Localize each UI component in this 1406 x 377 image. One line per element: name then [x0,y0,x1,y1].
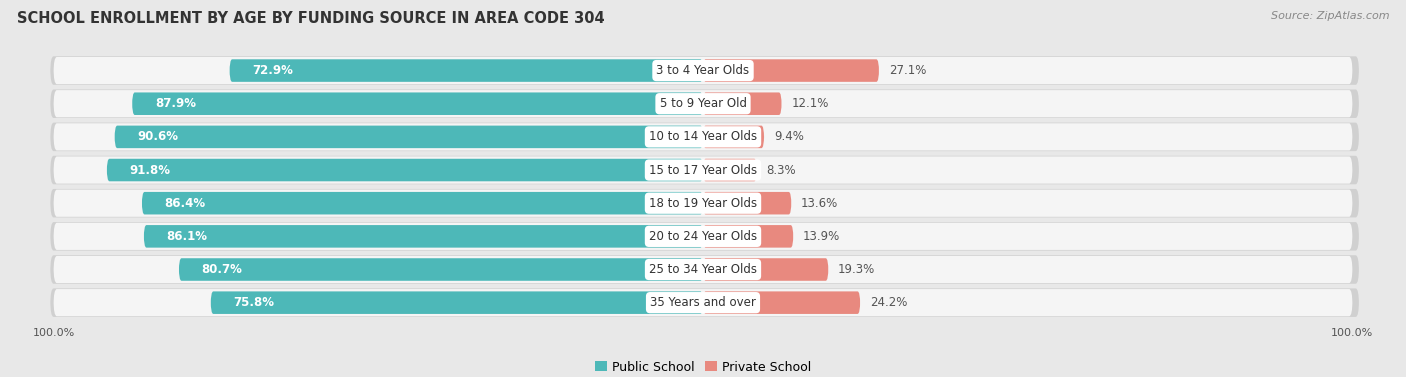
FancyBboxPatch shape [107,159,703,181]
FancyBboxPatch shape [53,256,1353,283]
FancyBboxPatch shape [51,56,1360,85]
Text: 35 Years and over: 35 Years and over [650,296,756,309]
Text: SCHOOL ENROLLMENT BY AGE BY FUNDING SOURCE IN AREA CODE 304: SCHOOL ENROLLMENT BY AGE BY FUNDING SOUR… [17,11,605,26]
FancyBboxPatch shape [703,59,879,82]
FancyBboxPatch shape [211,291,703,314]
FancyBboxPatch shape [51,189,1360,218]
Text: 24.2%: 24.2% [870,296,907,309]
FancyBboxPatch shape [53,223,1353,250]
FancyBboxPatch shape [53,289,1353,316]
Text: 86.4%: 86.4% [165,197,205,210]
FancyBboxPatch shape [51,123,1360,151]
Text: 27.1%: 27.1% [889,64,927,77]
FancyBboxPatch shape [703,92,782,115]
FancyBboxPatch shape [51,288,1360,317]
Text: 86.1%: 86.1% [166,230,208,243]
Text: 13.9%: 13.9% [803,230,841,243]
FancyBboxPatch shape [229,59,703,82]
FancyBboxPatch shape [53,90,1353,117]
FancyBboxPatch shape [51,222,1360,251]
FancyBboxPatch shape [703,159,756,181]
Text: 80.7%: 80.7% [201,263,242,276]
FancyBboxPatch shape [703,258,828,281]
FancyBboxPatch shape [703,192,792,215]
FancyBboxPatch shape [53,156,1353,184]
FancyBboxPatch shape [179,258,703,281]
Text: 8.3%: 8.3% [766,164,796,176]
FancyBboxPatch shape [703,291,860,314]
Legend: Public School, Private School: Public School, Private School [589,356,817,377]
Text: 90.6%: 90.6% [138,130,179,143]
FancyBboxPatch shape [51,255,1360,284]
FancyBboxPatch shape [142,192,703,215]
Text: 5 to 9 Year Old: 5 to 9 Year Old [659,97,747,110]
Text: 9.4%: 9.4% [773,130,804,143]
Text: 13.6%: 13.6% [801,197,838,210]
FancyBboxPatch shape [143,225,703,248]
FancyBboxPatch shape [53,123,1353,150]
FancyBboxPatch shape [703,126,763,148]
FancyBboxPatch shape [51,156,1360,184]
Text: 18 to 19 Year Olds: 18 to 19 Year Olds [650,197,756,210]
Text: Source: ZipAtlas.com: Source: ZipAtlas.com [1271,11,1389,21]
FancyBboxPatch shape [53,57,1353,84]
Text: 20 to 24 Year Olds: 20 to 24 Year Olds [650,230,756,243]
Text: 3 to 4 Year Olds: 3 to 4 Year Olds [657,64,749,77]
FancyBboxPatch shape [703,225,793,248]
Text: 91.8%: 91.8% [129,164,170,176]
Text: 15 to 17 Year Olds: 15 to 17 Year Olds [650,164,756,176]
FancyBboxPatch shape [53,190,1353,217]
Text: 75.8%: 75.8% [233,296,274,309]
Text: 25 to 34 Year Olds: 25 to 34 Year Olds [650,263,756,276]
Text: 12.1%: 12.1% [792,97,828,110]
Text: 72.9%: 72.9% [252,64,294,77]
FancyBboxPatch shape [132,92,703,115]
Text: 87.9%: 87.9% [155,97,195,110]
Text: 19.3%: 19.3% [838,263,876,276]
FancyBboxPatch shape [51,89,1360,118]
Text: 10 to 14 Year Olds: 10 to 14 Year Olds [650,130,756,143]
FancyBboxPatch shape [115,126,703,148]
